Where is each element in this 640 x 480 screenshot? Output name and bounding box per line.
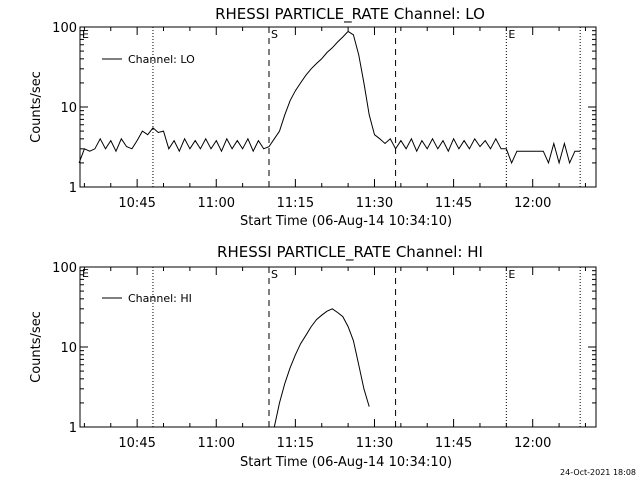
y-axis-label: Counts/sec: [29, 71, 44, 143]
left-edge-label: E: [82, 267, 89, 280]
y-tick-label: 10: [60, 341, 77, 356]
marks-layer: 10:45 11:00 11:15 11:30 11:45 12:00 1 10 100 S E: [52, 21, 596, 211]
x-tick-label: 11:15: [277, 436, 314, 451]
chart-panel-hi: RHESSI PARTICLE_RATE Channel: HI Counts/…: [29, 243, 597, 470]
series-line: [78, 30, 581, 165]
legend-entry: Channel: HI: [128, 292, 192, 305]
plot-frame: [79, 26, 597, 188]
legend: Channel: HI: [102, 292, 192, 305]
plot-frame: [79, 266, 597, 428]
chart-panel-lo: RHESSI PARTICLE_RATE Channel: LO Counts/…: [29, 5, 597, 229]
y-tick-label: 100: [52, 261, 77, 276]
y-tick-label: 1: [69, 421, 77, 436]
x-tick-label: 11:00: [198, 196, 235, 211]
x-axis-label: Start Time (06-Aug-14 10:34:10): [240, 214, 452, 229]
legend-entry: Channel: LO: [128, 53, 195, 66]
marker-label: S: [271, 268, 278, 281]
y-tick-label: 1: [69, 181, 77, 196]
x-tick-label: 12:00: [514, 196, 551, 211]
x-tick-label: 11:30: [356, 196, 393, 211]
x-tick-label: 10:45: [118, 196, 155, 211]
x-tick-label: 10:45: [118, 436, 155, 451]
x-axis-label: Start Time (06-Aug-14 10:34:10): [240, 455, 452, 470]
y-tick-label: 10: [60, 101, 77, 116]
marker-label: S: [271, 28, 278, 41]
footer-timestamp: 24-Oct-2021 18:08: [560, 468, 636, 477]
y-tick-label: 100: [52, 21, 77, 36]
legend: Channel: LO: [102, 53, 195, 66]
marker-label: E: [508, 268, 515, 281]
left-edge-label: E: [82, 28, 89, 41]
marks-layer: 10:45 11:00 11:15 11:30 11:45 12:00 1 10 100 S E: [52, 261, 596, 451]
chart-title: RHESSI PARTICLE_RATE Channel: LO: [215, 5, 485, 24]
marker-label: E: [508, 28, 515, 41]
x-tick-label: 11:15: [277, 196, 314, 211]
x-tick-label: 11:45: [435, 196, 472, 211]
y-axis-label: Counts/sec: [29, 311, 44, 383]
chart-title: RHESSI PARTICLE_RATE Channel: HI: [217, 243, 483, 262]
x-tick-label: 11:00: [198, 436, 235, 451]
x-tick-label: 11:45: [435, 436, 472, 451]
series-line: [273, 308, 370, 428]
x-tick-label: 11:30: [356, 436, 393, 451]
x-tick-label: 12:00: [514, 436, 551, 451]
